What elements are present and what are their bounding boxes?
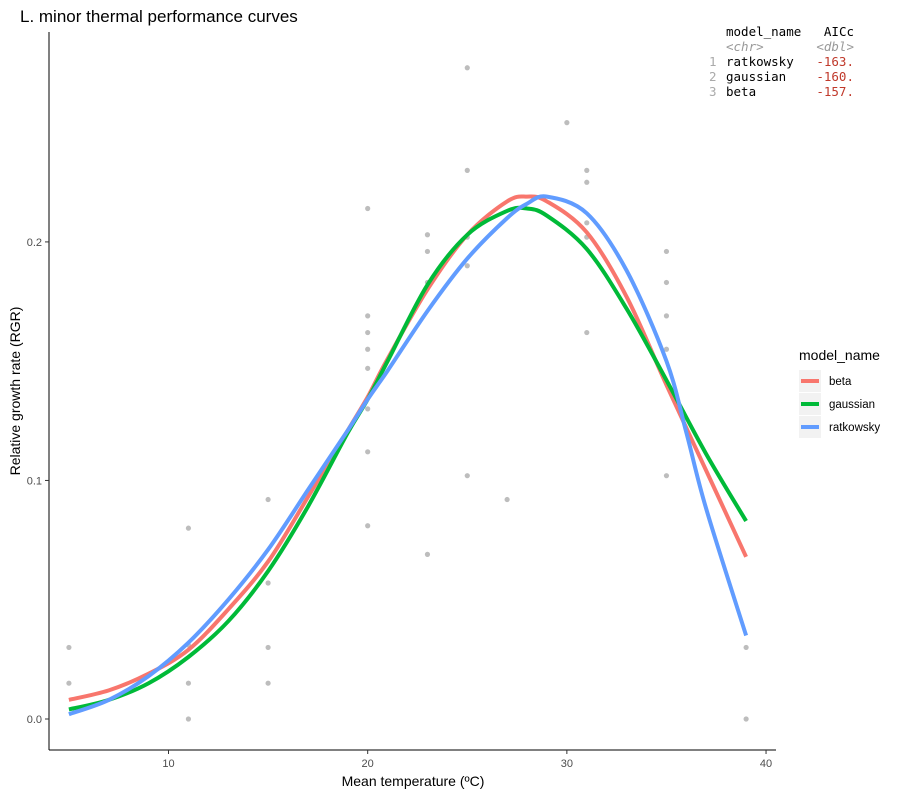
- data-point: [663, 473, 670, 479]
- data-point: [663, 313, 670, 319]
- data-point: [663, 279, 670, 286]
- table-cell-aicc: -157.: [816, 84, 854, 99]
- table-cell-model-name: beta: [726, 84, 756, 99]
- y-axis-title: Relative growth rate (RGR): [7, 307, 23, 476]
- y-tick-label: 0.1: [27, 475, 42, 487]
- data-point: [265, 680, 271, 686]
- table-row-index: 1: [709, 54, 717, 69]
- table-cell-model-name: ratkowsky: [726, 54, 794, 69]
- x-axis-ticks: 10 20 30 40: [162, 750, 772, 770]
- legend: model_name beta gaussian ratkowsky: [799, 347, 880, 438]
- data-point: [365, 449, 371, 455]
- curve-beta: [68, 194, 748, 702]
- data-point: [424, 232, 431, 238]
- data-point: [564, 120, 570, 126]
- data-point: [365, 406, 371, 412]
- data-point: [464, 473, 470, 479]
- data-point: [424, 551, 431, 557]
- table-type-chr: <chr>: [726, 39, 764, 54]
- legend-label-beta: beta: [829, 376, 852, 388]
- legend-label-ratkowsky: ratkowsky: [829, 422, 880, 434]
- x-tick-label: 20: [362, 758, 374, 770]
- data-point: [584, 220, 590, 226]
- y-tick-label: 0.2: [27, 237, 42, 249]
- data-point: [365, 365, 371, 371]
- model-curves: [68, 194, 749, 717]
- data-point: [584, 179, 590, 185]
- data-point: [663, 248, 670, 255]
- data-point: [365, 329, 371, 336]
- data-point: [365, 313, 371, 319]
- x-tick-label: 10: [162, 758, 174, 770]
- data-point: [185, 525, 192, 531]
- curve-ratkowsky: [68, 194, 749, 717]
- data-point: [743, 644, 749, 651]
- y-tick-label: 0.0: [27, 714, 42, 726]
- table-row-index: 3: [709, 84, 717, 99]
- chart-title: L. minor thermal performance curves: [20, 7, 298, 26]
- data-point: [265, 580, 271, 586]
- legend-label-gaussian: gaussian: [829, 399, 875, 411]
- data-point: [265, 644, 271, 651]
- data-point: [424, 248, 431, 255]
- data-point: [464, 263, 470, 269]
- data-point: [365, 523, 371, 529]
- x-tick-label: 30: [561, 758, 573, 770]
- data-point: [504, 496, 510, 503]
- table-row-index: 2: [709, 69, 717, 84]
- y-axis-ticks: 0.0 0.1 0.2: [27, 237, 49, 726]
- curve-gaussian: [68, 205, 748, 712]
- table-cell-aicc: -163.: [816, 54, 854, 69]
- data-point: [265, 496, 271, 503]
- data-point: [464, 65, 470, 71]
- table-header-model-name: model_name: [726, 24, 801, 39]
- data-point: [185, 680, 192, 686]
- data-points: [66, 65, 749, 722]
- x-tick-label: 40: [760, 758, 772, 770]
- x-axis-title: Mean temperature (ºC): [342, 773, 485, 789]
- data-point: [584, 329, 590, 336]
- data-point: [185, 716, 192, 722]
- table-header-aicc: AICc: [824, 24, 854, 39]
- data-point: [365, 346, 371, 352]
- data-point: [584, 167, 590, 173]
- data-point: [663, 346, 670, 352]
- data-point: [365, 205, 371, 212]
- data-point: [66, 680, 72, 686]
- aicc-table: model_name AICc <chr> <dbl> 1 ratkowsky -1…: [709, 24, 854, 99]
- legend-title: model_name: [799, 347, 880, 363]
- table-cell-model-name: gaussian: [726, 69, 786, 84]
- data-point: [743, 716, 749, 722]
- data-point: [464, 167, 470, 173]
- table-type-dbl: <dbl>: [816, 39, 854, 54]
- table-cell-aicc: -160.: [816, 69, 854, 84]
- data-point: [66, 644, 72, 651]
